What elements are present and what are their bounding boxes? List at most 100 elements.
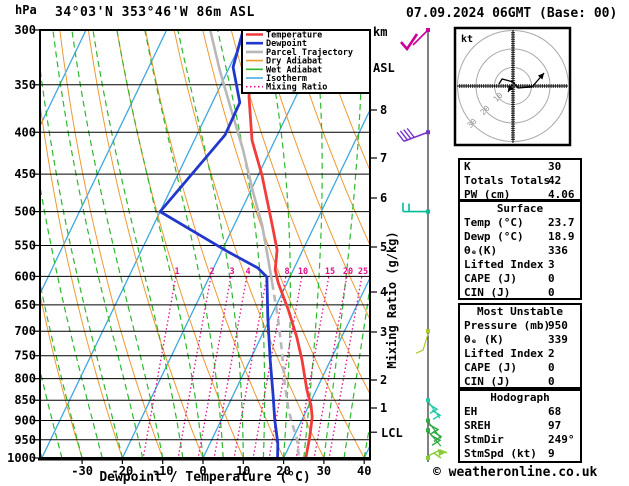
wind-barb [426, 418, 443, 443]
x-axis-title: Dewpoint / Temperature (°C) [99, 470, 310, 485]
temperature-tick-label: 40 [357, 464, 371, 478]
legend-item-label: Wet Adiabat [266, 64, 322, 75]
temperature-tick-label: 20 [276, 464, 290, 478]
legend-item-label: Mixing Ratio [266, 82, 327, 93]
legend-item-label: Dewpoint [266, 38, 307, 49]
wet-adiabat-line [52, 30, 144, 458]
hodograph-trace [498, 72, 545, 89]
km-tick-label: 5 [380, 240, 387, 254]
parcel-trajectory-line [270, 282, 301, 458]
km-tick-label: 3 [380, 325, 387, 339]
pressure-tick-label: 550 [14, 238, 36, 252]
km-tick-label: 4 [380, 285, 387, 299]
pressure-tick-label: 950 [14, 433, 36, 447]
mixing-ratio-value-label: 25 [358, 267, 368, 277]
isotherm-line [202, 108, 370, 458]
wind-barb [426, 428, 442, 447]
legend-box [241, 29, 371, 94]
pressure-tick-label: 1000 [7, 451, 36, 465]
legend-item-label: Parcel Trajectory [266, 47, 353, 58]
wet-adiabat-line [40, 63, 123, 458]
pressure-gridlines [40, 84, 370, 441]
mixing-ratio-value-label: 8 [284, 267, 289, 277]
pressure-tick-label: 900 [14, 414, 36, 428]
mixing-ratio-value-label: 1 [174, 267, 179, 277]
temperature-tick-label: 0 [199, 464, 206, 478]
mixing-ratio-value-label: 20 [343, 267, 353, 277]
temperature-tick-label: -10 [152, 464, 174, 478]
datetime-label: 07.09.2024 06GMT (Base: 00) [406, 6, 618, 21]
altitude-axis-unit: km ASL [373, 2, 402, 98]
mixing-ratio-value-label: 2 [209, 267, 214, 277]
mixing-ratio-line [313, 276, 348, 458]
pressure-tick-label: 350 [14, 78, 36, 92]
dry-adiabat-line [316, 30, 370, 172]
wind-barb-dot [426, 418, 430, 423]
wet-adiabat-line [71, 30, 164, 458]
wind-barb [400, 28, 430, 52]
sounding-traces [157, 30, 314, 458]
km-tick-label: 1 [380, 401, 387, 415]
wet-adiabat-line [116, 30, 204, 458]
asl-label: ASL [373, 61, 395, 75]
hodograph-arrowhead [508, 85, 514, 92]
isotherm-line [121, 30, 329, 458]
mixing-ratio-line [252, 276, 287, 458]
mixing-ratio-line [233, 276, 268, 458]
km-tick-label: 7 [380, 151, 387, 165]
isotherm-line [40, 30, 87, 128]
temperature-line [247, 30, 314, 458]
km-tick-label: 2 [380, 373, 387, 387]
dry-adiabat-line [59, 30, 164, 458]
wet-adiabat-line [40, 367, 63, 458]
wet-adiabat-line [144, 30, 224, 458]
wind-barb-dot [426, 456, 430, 460]
mixing-ratio-line [197, 276, 232, 458]
wet-adiabat-line [40, 182, 103, 458]
dry-adiabat-line [40, 100, 123, 458]
mixing-ratio-value-labels: 1 2 3 4 8 10 15 20 25 [174, 267, 368, 277]
wind-barb-flag [438, 449, 447, 456]
mixing-ratio-line [177, 276, 212, 458]
wet-adiabat-line [0, 30, 2, 458]
pressure-tick-label: 600 [14, 269, 36, 283]
temperature-tick-label: -30 [71, 464, 93, 478]
pressure-tick-label: 850 [14, 393, 36, 407]
pressure-tick-label: 500 [14, 205, 36, 219]
mixing-ratio-line [295, 276, 330, 458]
wet-adiabat-line [363, 420, 370, 458]
pressure-tick-label: 750 [14, 349, 36, 363]
temperature-tick-label: 10 [236, 464, 250, 478]
wind-barb-dot [426, 398, 430, 403]
mixing-ratio-line [142, 276, 177, 458]
wind-barb-dot [426, 428, 430, 433]
mixing-ratio-value-label: 10 [298, 267, 308, 277]
pressure-tick-label: 300 [14, 23, 36, 37]
hodograph-arrowhead [537, 73, 545, 80]
legend-item-label: Temperature [266, 31, 322, 41]
hodograph-unit-label: kt [461, 34, 473, 45]
mixing-ratio-line [328, 276, 363, 458]
wind-barb [396, 127, 430, 143]
wet-adiabat-line [92, 30, 184, 458]
station-title: 34°03'N 353°46'W 86m ASL [55, 5, 255, 20]
parcel-trajectory-line [208, 30, 274, 284]
mixing-ratio-line [213, 276, 248, 458]
wind-barb [426, 398, 442, 420]
legend-item-label: Isotherm [266, 74, 307, 84]
isotherm-line [283, 276, 370, 458]
temperature-tick-label: 30 [317, 464, 331, 478]
wind-barb-dot [426, 329, 430, 334]
km-tick-label: 8 [380, 103, 387, 117]
wind-barb [415, 329, 430, 354]
wind-barb [426, 449, 448, 460]
temperature-tick-label: -20 [112, 464, 134, 478]
copyright: © weatheronline.co.uk [433, 465, 598, 480]
wind-barb [402, 202, 430, 214]
mixing-ratio-value-label: 3 [229, 267, 234, 277]
dry-adiabat-line [287, 30, 370, 247]
